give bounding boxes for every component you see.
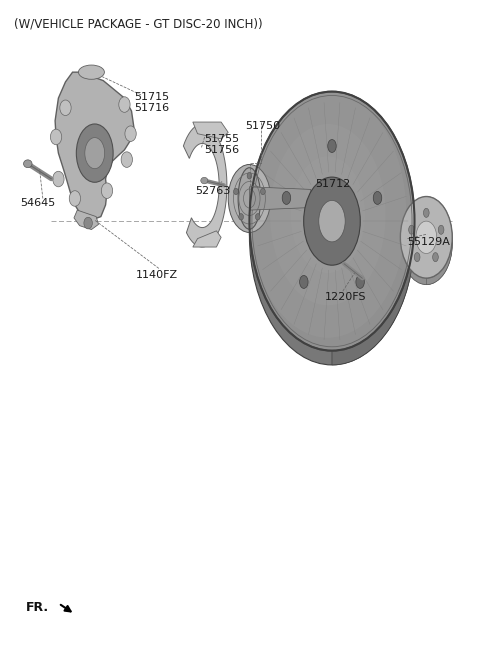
Polygon shape (332, 92, 415, 365)
Polygon shape (193, 122, 228, 139)
Ellipse shape (250, 106, 415, 365)
Text: 51712: 51712 (315, 179, 351, 189)
Ellipse shape (432, 253, 438, 262)
Ellipse shape (414, 253, 420, 262)
Circle shape (101, 183, 113, 199)
Ellipse shape (228, 165, 271, 232)
Circle shape (50, 129, 62, 145)
Circle shape (234, 188, 239, 195)
Text: (W/VEHICLE PACKAGE - GT DISC-20 INCH)): (W/VEHICLE PACKAGE - GT DISC-20 INCH)) (13, 17, 262, 30)
Circle shape (53, 171, 64, 187)
Ellipse shape (416, 221, 437, 253)
Ellipse shape (408, 225, 414, 234)
Ellipse shape (85, 138, 105, 169)
Ellipse shape (400, 197, 452, 278)
Ellipse shape (400, 203, 452, 285)
Ellipse shape (238, 168, 261, 229)
Text: 54645: 54645 (20, 199, 55, 209)
Text: 51756: 51756 (204, 145, 240, 155)
Ellipse shape (270, 124, 385, 305)
Polygon shape (55, 72, 134, 219)
Circle shape (119, 97, 130, 112)
Circle shape (255, 214, 260, 220)
Text: 51715: 51715 (134, 92, 169, 102)
Ellipse shape (319, 201, 345, 242)
Ellipse shape (24, 160, 32, 168)
Circle shape (121, 152, 132, 167)
Text: 52763: 52763 (195, 186, 230, 195)
Text: 51755: 51755 (204, 134, 240, 144)
Polygon shape (183, 124, 227, 247)
Circle shape (69, 191, 81, 206)
Ellipse shape (300, 276, 308, 289)
Ellipse shape (423, 209, 429, 217)
Circle shape (261, 188, 265, 195)
Text: 55129A: 55129A (408, 237, 450, 247)
Circle shape (60, 100, 71, 115)
Ellipse shape (373, 192, 382, 205)
Ellipse shape (78, 65, 104, 79)
Ellipse shape (304, 177, 360, 265)
Polygon shape (426, 197, 452, 285)
Polygon shape (193, 231, 221, 247)
Text: FR.: FR. (25, 602, 48, 614)
Text: 51750: 51750 (245, 121, 280, 131)
Ellipse shape (282, 192, 291, 205)
Ellipse shape (201, 177, 208, 184)
Ellipse shape (328, 140, 336, 152)
Polygon shape (250, 187, 311, 210)
Circle shape (125, 126, 136, 142)
Ellipse shape (76, 124, 113, 182)
Polygon shape (74, 210, 98, 230)
Ellipse shape (356, 276, 364, 289)
Ellipse shape (291, 156, 365, 273)
Text: 1140FZ: 1140FZ (136, 270, 179, 279)
Circle shape (247, 173, 252, 179)
Ellipse shape (250, 92, 415, 351)
Text: 51716: 51716 (134, 102, 169, 113)
Circle shape (239, 214, 243, 220)
Text: 1220FS: 1220FS (325, 293, 366, 302)
Circle shape (84, 217, 92, 229)
Ellipse shape (438, 225, 444, 234)
Ellipse shape (250, 92, 406, 338)
